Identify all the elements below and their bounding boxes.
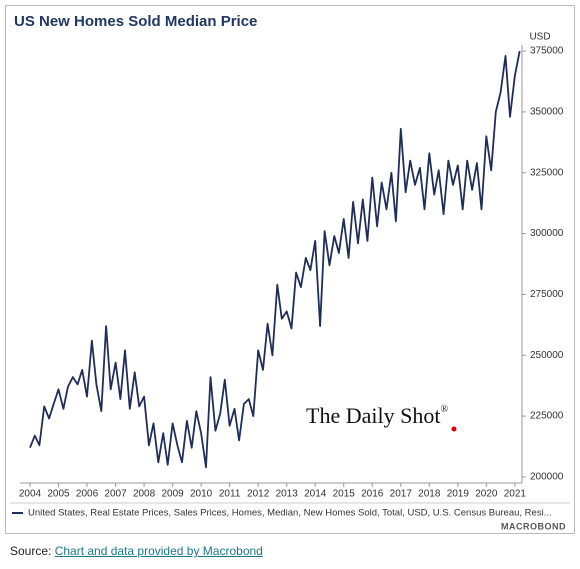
x-tick-label: 2012 (247, 489, 270, 500)
x-tick-label: 2006 (76, 489, 99, 500)
chart: US New Homes Sold Median Price USD Unite… (5, 5, 575, 534)
brand: MACROBOND (501, 521, 566, 531)
x-tick-label: 2016 (361, 489, 384, 500)
watermark-mark: ® (440, 404, 448, 415)
legend-label: United States, Real Estate Prices, Sales… (28, 508, 552, 519)
y-tick-label: 325000 (530, 167, 564, 178)
y-tick-label: 200000 (530, 472, 564, 483)
x-tick-label: 2018 (418, 489, 441, 500)
chart-title: US New Homes Sold Median Price (14, 13, 257, 30)
y-tick-label: 350000 (530, 107, 564, 118)
y-tick-label: 250000 (530, 350, 564, 361)
series-line (29, 50, 521, 469)
x-tick-label: 2019 (447, 489, 470, 500)
watermark: The Daily Shot® (306, 403, 448, 428)
x-tick-label: 2017 (390, 489, 413, 500)
y-tick-label: 275000 (530, 289, 564, 300)
x-tick-label: 2013 (276, 489, 299, 500)
x-tick-label: 2009 (161, 489, 184, 500)
x-tick-label: 2020 (475, 489, 498, 500)
y-tick-label: 375000 (530, 46, 564, 57)
x-tick-label: 2008 (133, 489, 156, 500)
x-tick-label: 2005 (47, 489, 70, 500)
y-tick-label: 300000 (530, 228, 564, 239)
chart-frame (5, 5, 575, 534)
y-unit: USD (529, 32, 550, 43)
x-tick-label: 2015 (333, 489, 356, 500)
x-tick-label: 2010 (190, 489, 213, 500)
x-tick-label: 2011 (219, 489, 241, 500)
source: Source: Chart and data provided by Macro… (10, 544, 263, 558)
x-tick-label: 2014 (304, 489, 327, 500)
source-link[interactable]: Chart and data provided by Macrobond (54, 544, 263, 558)
y-tick-label: 225000 (530, 411, 564, 422)
watermark-dot (451, 426, 457, 432)
source-label: Source: (10, 544, 52, 558)
x-tick-label: 2004 (19, 489, 42, 500)
x-tick-label: 2021 (504, 489, 527, 500)
x-tick-label: 2007 (104, 489, 127, 500)
watermark-text: The Daily Shot (306, 403, 440, 428)
